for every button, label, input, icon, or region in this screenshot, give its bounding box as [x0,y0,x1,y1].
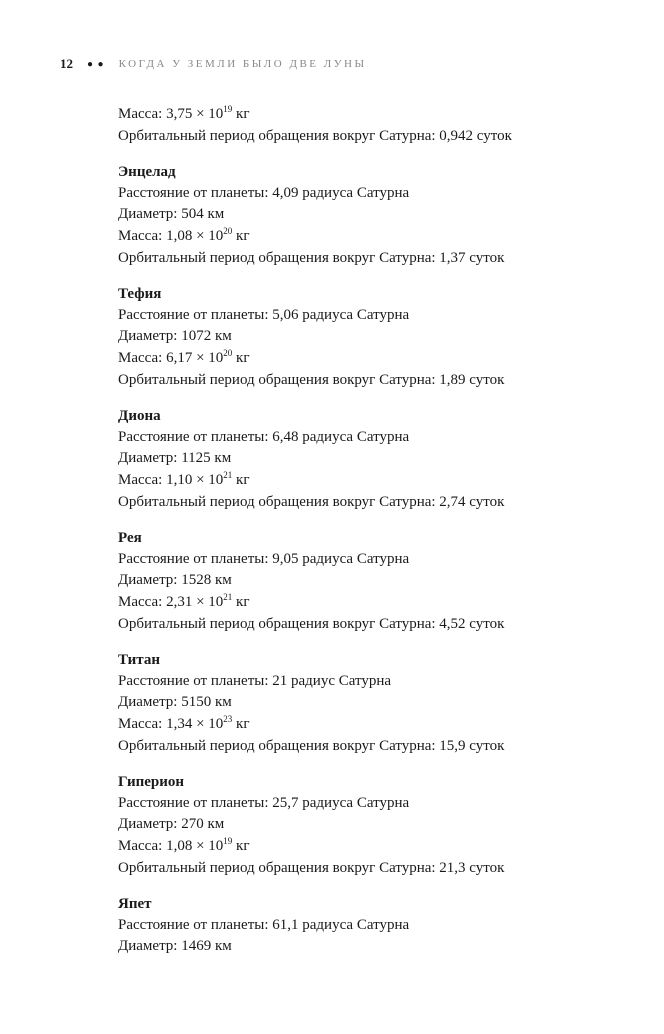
moon-name: Япет [118,896,594,913]
moon-block: Титан Расстояние от планеты: 21 радиус Са… [118,652,594,758]
page-number: 12 [60,56,73,72]
page-header: 12 ● ● КОГДА У ЗЕМЛИ БЫЛО ДВЕ ЛУНЫ [60,56,594,72]
moon-name: Тефия [118,286,594,303]
diameter-line: Диаметр: 1125 км [118,448,594,470]
moon-block: Рея Расстояние от планеты: 9,05 радиуса С… [118,530,594,636]
page-content: Масса: 3,75 × 1019 кг Орбитальный период… [60,104,594,958]
distance-line: Расстояние от планеты: 6,48 радиуса Сату… [118,427,594,449]
moon-name: Гиперион [118,774,594,791]
running-title: КОГДА У ЗЕМЛИ БЫЛО ДВЕ ЛУНЫ [119,58,367,70]
diameter-line: Диаметр: 270 км [118,814,594,836]
period-line: Орбитальный период обращения вокруг Сату… [118,248,594,270]
moon-block: Диона Расстояние от планеты: 6,48 радиуса… [118,408,594,514]
distance-line: Расстояние от планеты: 9,05 радиуса Сату… [118,549,594,571]
diameter-line: Диаметр: 5150 км [118,692,594,714]
period-line: Орбитальный период обращения вокруг Сату… [118,614,594,636]
period-line: Орбитальный период обращения вокруг Сату… [118,736,594,758]
diameter-line: Диаметр: 1072 км [118,326,594,348]
mass-line: Масса: 6,17 × 1020 кг [118,348,594,370]
intro-block: Масса: 3,75 × 1019 кг Орбитальный период… [118,104,594,148]
distance-line: Расстояние от планеты: 21 радиус Сатурна [118,671,594,693]
diameter-line: Диаметр: 1528 км [118,570,594,592]
distance-line: Расстояние от планеты: 4,09 радиуса Сату… [118,183,594,205]
moon-name: Рея [118,530,594,547]
period-line: Орбитальный период обращения вокруг Сату… [118,370,594,392]
mass-line: Масса: 1,34 × 1023 кг [118,714,594,736]
moon-name: Диона [118,408,594,425]
moon-block: Япет Расстояние от планеты: 61,1 радиуса … [118,896,594,959]
period-line: Орбитальный период обращения вокруг Сату… [118,126,594,148]
mass-line: Масса: 1,08 × 1020 кг [118,226,594,248]
moon-name: Титан [118,652,594,669]
header-dots: ● ● [87,59,105,70]
period-line: Орбитальный период обращения вокруг Сату… [118,858,594,880]
moon-block: Гиперион Расстояние от планеты: 25,7 ради… [118,774,594,880]
moon-name: Энцелад [118,164,594,181]
diameter-line: Диаметр: 1469 км [118,936,594,958]
diameter-line: Диаметр: 504 км [118,204,594,226]
distance-line: Расстояние от планеты: 5,06 радиуса Сату… [118,305,594,327]
distance-line: Расстояние от планеты: 61,1 радиуса Сату… [118,915,594,937]
moon-block: Энцелад Расстояние от планеты: 4,09 радиу… [118,164,594,270]
moon-block: Тефия Расстояние от планеты: 5,06 радиуса… [118,286,594,392]
distance-line: Расстояние от планеты: 25,7 радиуса Сату… [118,793,594,815]
mass-line: Масса: 3,75 × 1019 кг [118,104,594,126]
mass-line: Масса: 2,31 × 1021 кг [118,592,594,614]
mass-line: Масса: 1,10 × 1021 кг [118,470,594,492]
mass-line: Масса: 1,08 × 1019 кг [118,836,594,858]
period-line: Орбитальный период обращения вокруг Сату… [118,492,594,514]
